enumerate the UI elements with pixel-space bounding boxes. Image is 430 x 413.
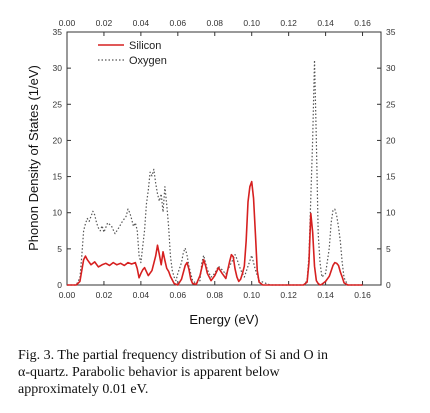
- series-silicon-line: [67, 180, 363, 286]
- caption-line-3: approximately 0.01 eV.: [18, 382, 149, 397]
- series-oxygen-line: [67, 59, 363, 286]
- x-tick-label-top: 0.08: [206, 18, 223, 28]
- x-tick-label-bottom: 0.08: [206, 290, 223, 300]
- legend-oxygen-label: Oxygen: [129, 55, 167, 67]
- y-tick-label-right: 10: [386, 208, 396, 218]
- caption-line-1: Fig. 3. The partial frequency distributi…: [18, 348, 329, 363]
- axis-ticks: 0.00 0.00 0.02 0.02 0.04 0.04 0.06 0.06 0.08 0.08…: [53, 18, 396, 300]
- y-tick-label-left: 30: [53, 63, 63, 73]
- series-layer: [67, 59, 363, 286]
- y-tick-label-left: 0: [57, 280, 62, 290]
- x-tick-label-bottom: 0.00: [59, 290, 76, 300]
- y-tick-label-right: 20: [386, 135, 396, 145]
- pdos-chart: 0.00 0.00 0.02 0.02 0.04 0.04 0.06 0.06 0.08 0.08…: [26, 18, 396, 327]
- x-tick-label-top: 0.12: [280, 18, 297, 28]
- y-tick-label-left: 5: [57, 244, 62, 254]
- x-tick-label-top: 0.14: [317, 18, 334, 28]
- x-axis-label: Energy (eV): [189, 312, 258, 327]
- x-tick-label-bottom: 0.12: [280, 290, 297, 300]
- y-tick-label-right: 0: [386, 280, 391, 290]
- x-tick-label-top: 0.10: [243, 18, 260, 28]
- plot-frame: [66, 31, 382, 286]
- y-tick-label-right: 35: [386, 27, 396, 37]
- caption-line-2: α-quartz. Parabolic behavior is apparent…: [18, 365, 280, 380]
- y-tick-label-right: 30: [386, 63, 396, 73]
- x-tick-label-top: 0.06: [170, 18, 187, 28]
- y-tick-label-left: 25: [53, 99, 63, 109]
- x-tick-label-bottom: 0.04: [133, 290, 150, 300]
- x-tick-label-bottom: 0.02: [96, 290, 113, 300]
- y-tick-label-right: 25: [386, 99, 396, 109]
- y-axis-label: Phonon Density of States (1/eV): [26, 65, 41, 251]
- y-tick-label-left: 10: [53, 208, 63, 218]
- y-tick-label-left: 35: [53, 27, 63, 37]
- y-tick-label-right: 5: [386, 244, 391, 254]
- x-tick-label-top: 0.04: [133, 18, 150, 28]
- y-tick-label-left: 15: [53, 172, 63, 182]
- x-tick-label-bottom: 0.14: [317, 290, 334, 300]
- x-tick-label-bottom: 0.10: [243, 290, 260, 300]
- figure-caption: Fig. 3. The partial frequency distributi…: [18, 347, 410, 398]
- legend: Silicon Oxygen: [98, 40, 167, 67]
- x-tick-label-top: 0.00: [59, 18, 76, 28]
- x-tick-label-bottom: 0.16: [354, 290, 371, 300]
- y-tick-label-right: 15: [386, 172, 396, 182]
- legend-silicon-label: Silicon: [129, 40, 161, 52]
- x-tick-label-bottom: 0.06: [170, 290, 187, 300]
- x-tick-label-top: 0.16: [354, 18, 371, 28]
- y-tick-label-left: 20: [53, 135, 63, 145]
- x-tick-label-top: 0.02: [96, 18, 113, 28]
